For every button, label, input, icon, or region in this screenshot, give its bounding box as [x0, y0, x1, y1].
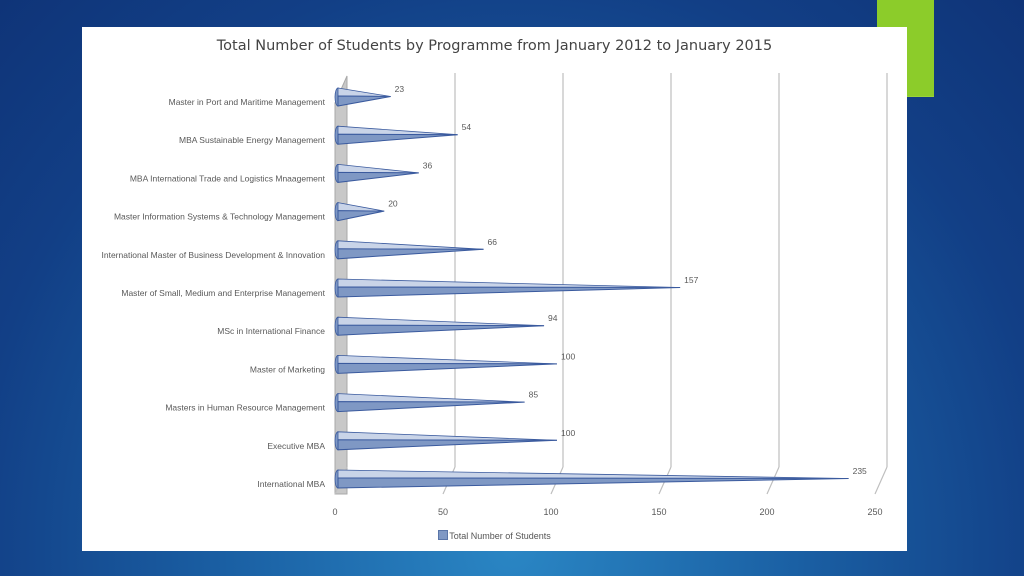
- cone-bar-chart: 0 50 100 150 200 250 23 Master in Port and Mari…: [102, 73, 888, 517]
- category-label: Master of Marketing: [250, 364, 325, 374]
- cone-top-face: [337, 278, 681, 288]
- category-label: Master in Port and Maritime Management: [169, 97, 326, 107]
- data-label: 54: [462, 122, 472, 132]
- chart-title: Total Number of Students by Programme fr…: [216, 38, 773, 54]
- x-tick-label: 100: [543, 507, 558, 517]
- category-label: MBA International Trade and Logistics Mn…: [130, 173, 326, 183]
- cone-top-face: [337, 125, 458, 136]
- data-label: 23: [395, 84, 405, 94]
- category-label: International MBA: [257, 479, 325, 489]
- cone-top-face: [337, 431, 558, 441]
- data-label: 235: [853, 466, 867, 476]
- data-label: 85: [529, 390, 539, 400]
- cone-top-face: [337, 240, 484, 250]
- x-tick-label: 200: [759, 507, 774, 517]
- data-label: 36: [423, 160, 433, 170]
- cone-top-face: [337, 87, 391, 97]
- floor-gridline: [766, 466, 780, 495]
- chart-card: Total Number of Students by Programme fr…: [82, 27, 907, 551]
- category-label: Executive MBA: [267, 441, 325, 451]
- cone-top-face: [337, 202, 385, 212]
- cone-bar: [337, 133, 458, 145]
- chart-legend: Total Number of Students: [82, 530, 907, 541]
- cone-bar: [337, 248, 484, 260]
- cone-bar: [337, 477, 849, 489]
- data-label: 94: [548, 313, 558, 323]
- x-tick-label: 250: [867, 507, 882, 517]
- cone-bar: [337, 362, 558, 374]
- data-label: 100: [561, 428, 575, 438]
- cone-top-face: [337, 316, 545, 327]
- cone-bar: [337, 439, 558, 451]
- x-tick-label: 0: [332, 507, 337, 517]
- cone-top-face: [337, 393, 525, 403]
- data-label: 100: [561, 351, 575, 361]
- category-label: MBA Sustainable Energy Management: [179, 135, 326, 145]
- data-label: 66: [488, 237, 498, 247]
- floor-gridline: [874, 466, 888, 495]
- category-label: Master of Small, Medium and Enterprise M…: [121, 288, 325, 298]
- category-label: Master Information Systems & Technology …: [114, 212, 326, 222]
- data-label: 157: [684, 275, 698, 285]
- legend-label: Total Number of Students: [449, 531, 551, 541]
- x-tick-label: 50: [438, 507, 448, 517]
- cone-bar: [337, 210, 385, 222]
- cone-top-face: [337, 163, 419, 174]
- cone-bar: [337, 171, 419, 183]
- cone-bar: [337, 324, 545, 336]
- data-label: 20: [388, 199, 398, 209]
- category-label: MSc in International Finance: [217, 326, 325, 336]
- category-label: International Master of Business Develop…: [102, 250, 326, 260]
- cone-top-face: [337, 354, 558, 365]
- cone-bar: [337, 401, 525, 413]
- x-tick-label: 150: [651, 507, 666, 517]
- cone-bar: [337, 286, 681, 298]
- category-label: Masters in Human Resource Management: [165, 403, 325, 413]
- cone-top-face: [337, 469, 849, 479]
- cone-bar: [337, 95, 391, 107]
- legend-swatch: [438, 530, 449, 540]
